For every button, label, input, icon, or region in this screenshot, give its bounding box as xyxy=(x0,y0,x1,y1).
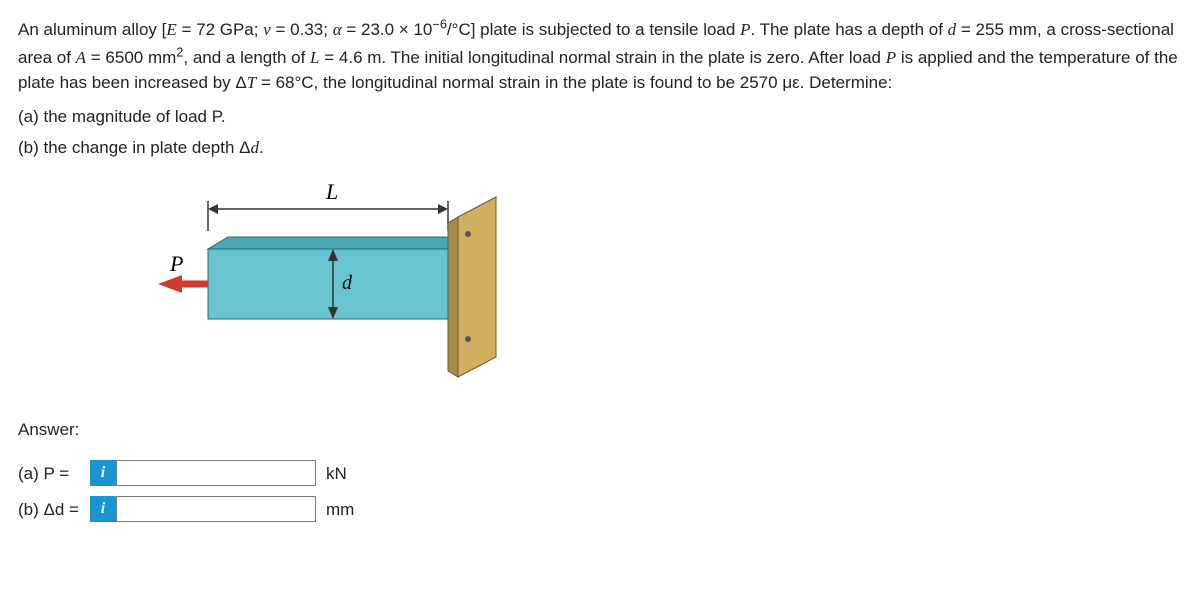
support-wall xyxy=(448,197,496,377)
part-a: (a) the magnitude of load P. xyxy=(18,104,1182,130)
load-arrow-P xyxy=(158,275,208,293)
answer-unit: mm xyxy=(326,497,354,523)
answer-input-0[interactable] xyxy=(116,460,316,486)
plate-body xyxy=(208,237,468,319)
figure: L d P xyxy=(148,179,528,399)
dim-L xyxy=(208,201,448,231)
answer-lhs: (a) P = xyxy=(18,461,90,487)
figure-svg: L d P xyxy=(148,179,528,399)
problem-statement: An aluminum alloy [E = 72 GPa; v = 0.33;… xyxy=(18,14,1182,96)
answer-input-1[interactable] xyxy=(116,496,316,522)
part-b-text: (b) the change in plate depth Δd. xyxy=(18,138,264,157)
info-icon[interactable]: i xyxy=(90,496,116,522)
answer-heading: Answer: xyxy=(18,417,1182,443)
label-L: L xyxy=(325,179,338,204)
label-P: P xyxy=(169,251,183,276)
part-b: (b) the change in plate depth Δd. xyxy=(18,135,1182,161)
answer-row-0: (a) P =i kN xyxy=(18,460,1182,486)
label-d: d xyxy=(342,272,353,294)
info-icon[interactable]: i xyxy=(90,460,116,486)
answer-lhs: (b) Δd = xyxy=(18,497,90,523)
answer-unit: kN xyxy=(326,461,347,487)
problem-text: An aluminum alloy [E = 72 GPa; v = 0.33;… xyxy=(18,20,1178,93)
answer-row-1: (b) Δd =i mm xyxy=(18,496,1182,522)
